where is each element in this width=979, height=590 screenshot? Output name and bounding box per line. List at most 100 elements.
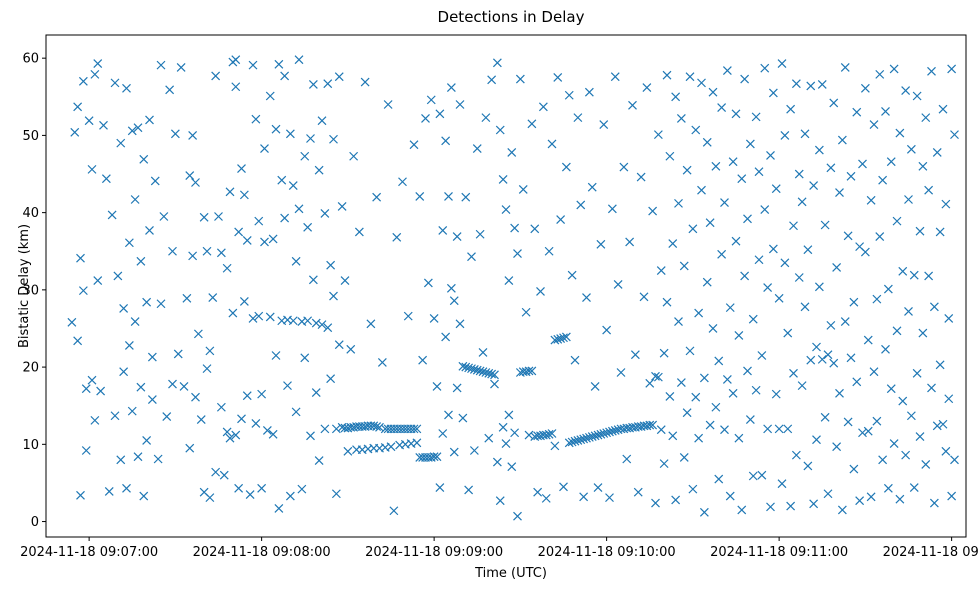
data-point <box>196 415 206 425</box>
data-point <box>429 314 439 323</box>
data-point <box>254 311 264 321</box>
data-point <box>452 232 462 241</box>
data-point <box>444 410 453 420</box>
data-point <box>817 354 827 364</box>
data-point <box>777 479 787 489</box>
data-point <box>231 430 241 440</box>
data-point <box>492 457 502 467</box>
data-point <box>438 429 448 438</box>
data-point <box>639 292 649 302</box>
data-point <box>872 416 882 426</box>
data-point <box>878 175 888 185</box>
data-point <box>872 294 882 304</box>
data-point <box>225 187 235 197</box>
data-point <box>116 455 126 465</box>
data-point <box>622 454 632 464</box>
data-point <box>584 87 594 97</box>
data-point <box>579 492 589 502</box>
data-point <box>691 392 701 402</box>
data-point <box>633 487 643 497</box>
data-point <box>944 394 954 404</box>
data-point <box>708 324 718 333</box>
data-point <box>119 303 129 313</box>
data-point <box>797 381 807 391</box>
data-point <box>947 64 957 74</box>
y-tick-label: 50 <box>22 129 39 144</box>
x-tick-label: 2024-11-18 09:07:00 <box>20 545 158 560</box>
data-point <box>837 505 847 515</box>
data-point <box>737 505 747 515</box>
data-point <box>843 417 853 427</box>
data-point <box>674 198 683 208</box>
data-point <box>745 139 755 149</box>
data-point <box>73 336 83 346</box>
data-point <box>757 351 767 360</box>
data-point <box>547 139 557 149</box>
data-point <box>860 83 870 93</box>
data-point <box>153 454 163 464</box>
data-point <box>168 246 177 256</box>
data-point <box>768 244 778 254</box>
y-tick-label: 10 <box>22 438 39 453</box>
data-point <box>559 482 568 492</box>
data-point <box>820 412 830 422</box>
data-point <box>398 177 407 187</box>
data-point <box>81 446 91 455</box>
data-point <box>412 424 422 434</box>
data-point <box>728 157 738 167</box>
data-point <box>840 63 850 72</box>
data-point <box>228 308 238 318</box>
data-point <box>136 382 146 392</box>
data-point <box>875 232 885 241</box>
data-point <box>191 392 200 402</box>
y-tick-label: 60 <box>22 52 39 67</box>
axes-frame <box>45 34 967 538</box>
data-point <box>300 151 310 161</box>
data-point <box>909 270 919 280</box>
data-point <box>467 364 476 374</box>
data-point <box>93 59 103 68</box>
data-point <box>544 429 554 439</box>
data-point <box>915 226 925 236</box>
data-point <box>139 491 149 501</box>
data-point <box>254 216 264 226</box>
data-point <box>237 164 246 174</box>
data-point <box>173 349 183 359</box>
data-point <box>78 286 88 296</box>
data-point <box>766 502 775 512</box>
data-point <box>193 329 203 339</box>
data-point <box>699 507 709 517</box>
data-point <box>602 325 612 335</box>
data-point <box>507 462 517 472</box>
data-point <box>886 157 896 167</box>
data-point <box>820 220 830 230</box>
data-point <box>337 202 347 211</box>
data-point <box>438 225 448 235</box>
x-axis-label: Time (UTC) <box>474 566 547 581</box>
data-point <box>458 413 468 423</box>
data-point <box>694 433 704 443</box>
data-point <box>817 80 827 89</box>
data-point <box>774 293 784 303</box>
data-point <box>285 491 295 501</box>
data-point <box>892 216 902 226</box>
data-point <box>277 175 287 185</box>
data-point <box>791 450 801 460</box>
data-point <box>262 425 272 435</box>
data-point <box>331 424 341 434</box>
data-point <box>676 113 686 123</box>
data-point <box>513 511 522 521</box>
data-point <box>110 411 120 421</box>
data-point <box>628 100 637 110</box>
data-point <box>150 176 160 186</box>
data-point <box>487 75 497 85</box>
data-point <box>771 389 781 399</box>
data-point <box>455 319 465 329</box>
data-point <box>671 92 681 102</box>
data-point <box>829 98 839 108</box>
data-point <box>323 323 333 333</box>
data-point <box>927 66 936 76</box>
data-point <box>139 154 149 164</box>
data-point <box>291 407 301 417</box>
data-point <box>421 113 430 123</box>
